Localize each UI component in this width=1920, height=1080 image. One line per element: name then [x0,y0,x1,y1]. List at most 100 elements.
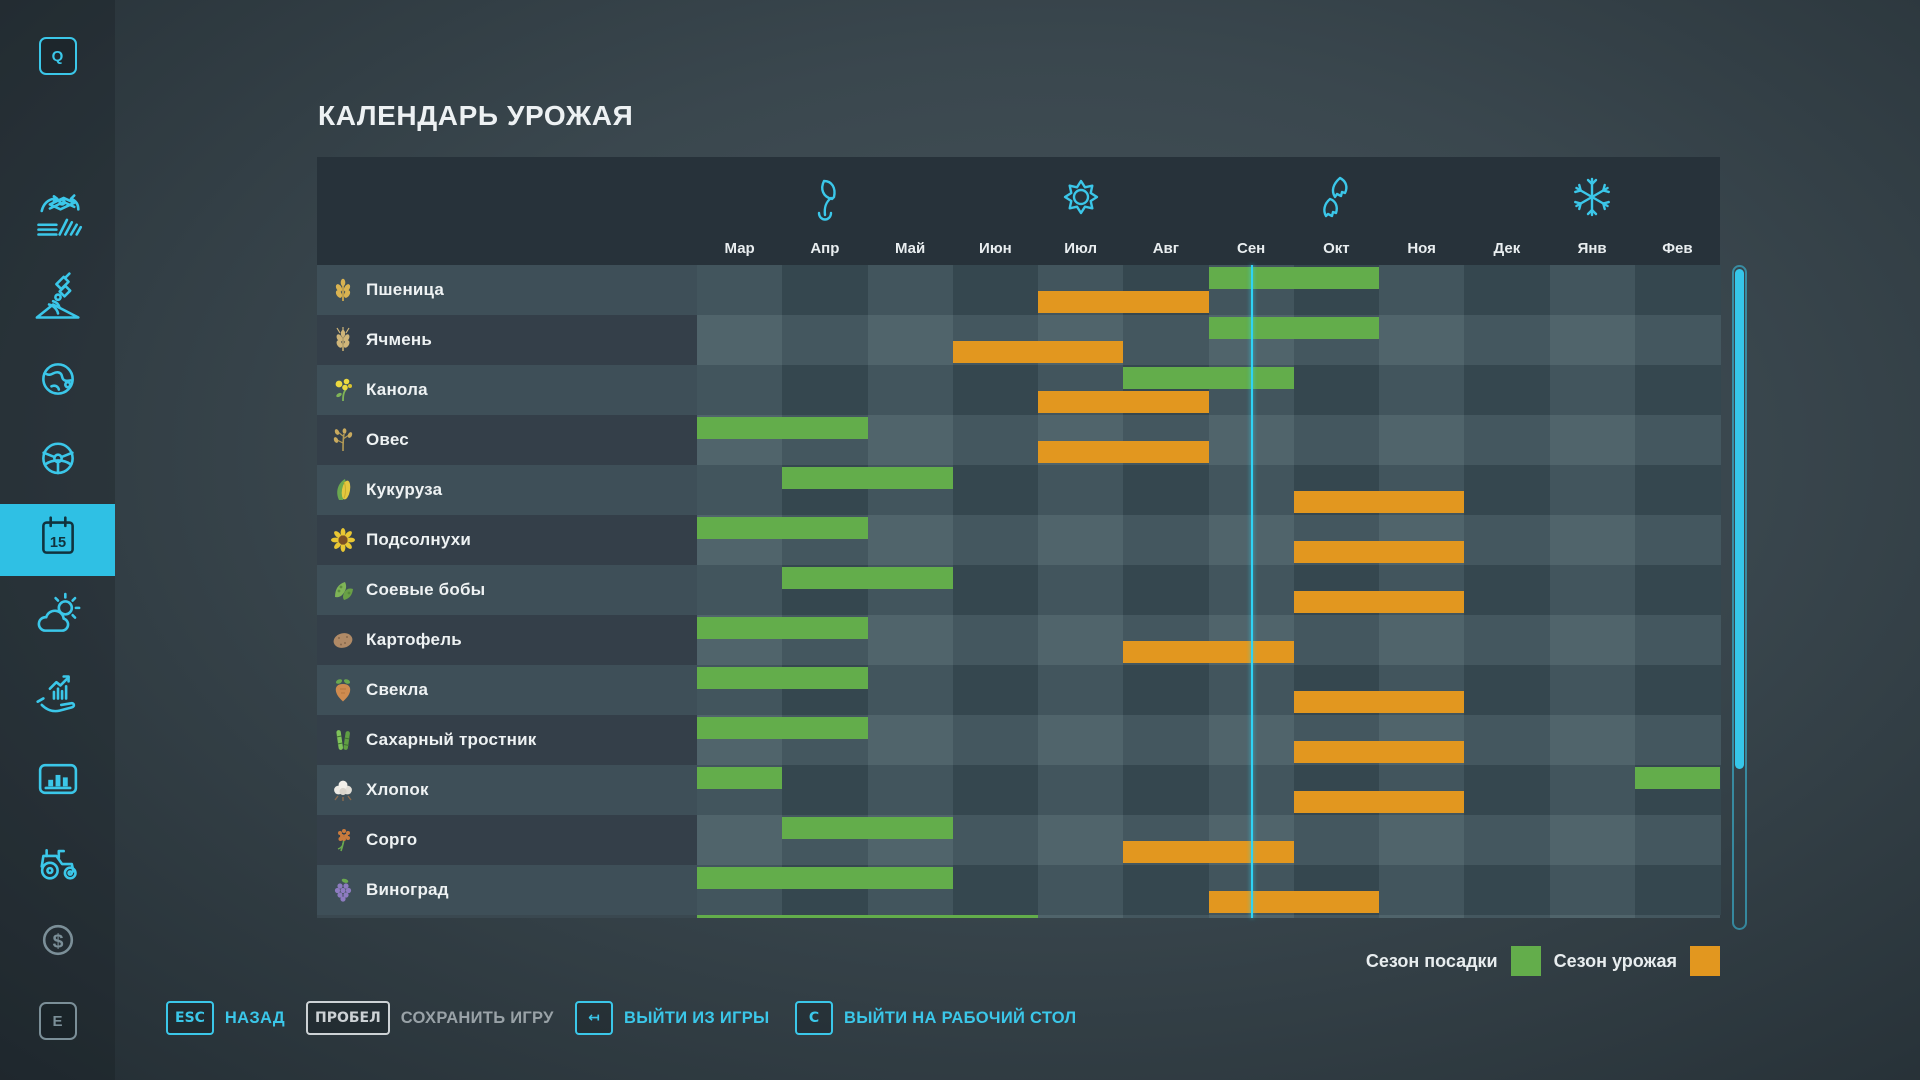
calendar-cell [952,365,1039,415]
sidebar-item-vehicles[interactable] [0,433,115,491]
hand-chart-icon [32,670,84,727]
calendar-cell [1634,865,1721,915]
sidebar-item-garage[interactable] [0,833,115,891]
svg-text:$: $ [52,930,63,952]
sidebar-item-placeables[interactable] [0,271,115,329]
scrollbar-thumb[interactable] [1735,269,1744,769]
sidebar-item-statistics[interactable] [0,752,115,810]
sugarcane-icon [330,727,356,753]
hotkey-quit-desktop[interactable]: C ВЫЙТИ НА РАБОЧИЙ СТОЛ [795,1000,1076,1036]
calendar-cell [1634,415,1721,465]
key-badge: ПРОБЕЛ [306,1001,390,1035]
calendar-cell [697,815,783,865]
hotkey-e-badge: E [38,1002,77,1040]
crop-row-partial [317,915,1720,918]
calendar-cell [952,465,1039,515]
legend: Сезон посадки Сезон урожая [1366,945,1720,977]
sidebar-item-weather[interactable] [0,589,115,647]
sidebar-item-market-trends[interactable] [0,669,115,727]
planting-bar [782,467,953,489]
calendar-cell [697,265,783,315]
sidebar-item-finances[interactable]: $ [0,913,115,971]
crop-name-label: Канола [366,380,428,399]
sidebar-item-map[interactable] [0,352,115,410]
calendar-cell [952,865,1039,915]
calendar-cell [867,365,954,415]
calendar-cell [1549,465,1636,515]
crop-name-label: Соевые бобы [366,580,486,599]
crop-name-label: Кукуруза [366,480,443,499]
crop-name-label: Свекла [366,680,429,699]
month-label: Янв [1577,240,1607,257]
hotkey-quit-game[interactable]: ↤ ВЫЙТИ ИЗ ИГРЫ [575,1000,770,1036]
calendar-cell [1038,765,1124,815]
harvest-bar [1293,591,1465,613]
svg-text:15: 15 [49,534,65,550]
crop-label-cell: Хлопок [317,765,697,815]
hotkey-save[interactable]: ПРОБЕЛ СОХРАНИТЬ ИГРУ [306,1000,554,1036]
calendar-cell [1634,315,1721,365]
calendar-cell [1464,915,1551,918]
corn-icon [330,477,356,503]
calendar-rows: Пшеница Ячмень Канола Овес Кукуруза Подсолнух… [317,265,1721,918]
hotkey-label: СОХРАНИТЬ ИГРУ [400,1008,554,1027]
calendar-cell [1549,715,1636,765]
crop-label-cell: Подсолнухи [317,515,697,565]
calendar-cell [782,365,869,415]
planting-bar [782,817,953,839]
calendar-cell [1464,815,1551,865]
legend-planting-label: Сезон посадки [1365,950,1498,971]
calendar-cell [952,265,1039,315]
harvest-bar [1293,541,1465,563]
sidebar-item-hotkey-q[interactable]: Q [0,36,115,76]
sidebar-item-hotkey-e[interactable]: E [0,1001,115,1041]
planting-bar [697,717,868,739]
calendar-cell [867,265,954,315]
key-badge: ESC [166,1001,214,1035]
tractor-icon [32,834,84,891]
globe-icon [32,353,84,410]
calendar-cell [867,665,954,715]
scrollbar[interactable] [1732,265,1747,930]
calendar-cell [1634,615,1721,665]
key-badge: ↤ [575,1001,613,1035]
calendar-cell [1038,865,1124,915]
grape-icon [330,877,356,903]
barley-icon [330,327,356,353]
calendar-cell [1293,615,1380,665]
sidebar-item-farmlands[interactable] [0,188,115,246]
hotkey-back[interactable]: ESC НАЗАД [166,1000,285,1036]
crop-label-cell [317,915,697,918]
sidebar-item-calendar[interactable]: 15 [0,504,115,576]
calendar-cell [1293,365,1380,415]
month-label: Фев [1662,240,1693,257]
month-label: Май [895,240,926,257]
calendar-cell [1293,815,1380,865]
calendar-cell [1464,565,1551,615]
calendar-cell [867,415,954,465]
calendar-cell [1549,765,1636,815]
sunflower-icon [330,527,356,553]
calendar-cell [1464,365,1551,415]
month-label: Апр [810,240,840,257]
calendar-cell [697,315,783,365]
harvest-bar [1293,791,1465,813]
calendar-cell [1123,515,1210,565]
calendar-cell [1464,415,1551,465]
calendar-cell [952,815,1039,865]
planting-bar [1634,767,1720,789]
calendar-cell [782,315,869,365]
calendar-cell [1464,265,1551,315]
planting-bar [697,417,868,439]
legend-harvest-label: Сезон урожая [1553,950,1677,971]
crop-row: Подсолнухи [317,515,1721,565]
crop-row: Виноград [317,865,1721,915]
calendar-cell [1549,815,1636,865]
hotkey-label: НАЗАД [224,1008,285,1027]
crop-label-cell: Соевые бобы [317,565,697,615]
calendar-cell [1123,565,1210,615]
calendar-cell [1379,265,1465,315]
calendar-cell [1379,365,1465,415]
crop-label-cell: Сахарный тростник [317,715,697,765]
calendar-cell [1634,365,1721,415]
